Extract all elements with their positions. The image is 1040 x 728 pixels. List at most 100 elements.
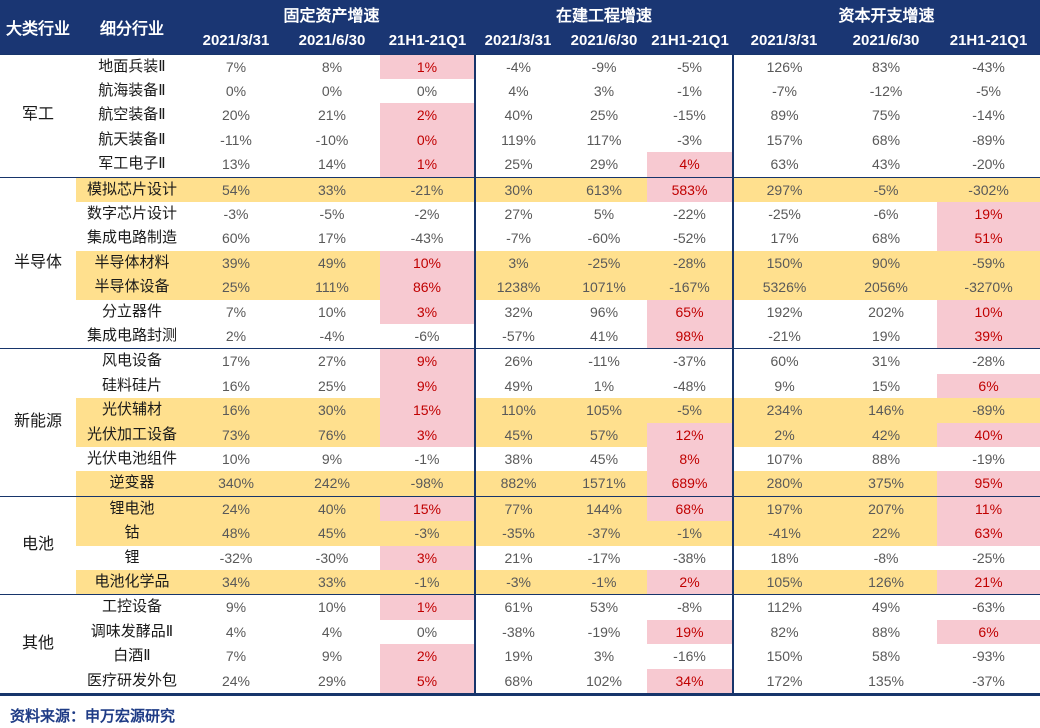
value-cell: 197% — [733, 495, 836, 522]
table-row: 光伏辅材 16% 30% 15% 110% 105% -5% 234% 146% -89% — [0, 398, 1040, 423]
value-cell: -25% — [972, 549, 1005, 566]
col-header-construction-growth: 在建工程增速 — [475, 0, 734, 28]
value-cell: -3% — [475, 570, 562, 595]
subindustry-label: 钴 — [76, 521, 188, 546]
value-cell: -1% — [380, 447, 477, 472]
date-header: 2021/6/30 — [284, 28, 380, 54]
subindustry-label: 数字芯片设计 — [86, 204, 177, 222]
value-cell: 54% — [188, 176, 284, 202]
value-cell: 157% — [766, 131, 803, 148]
value-cell: -3% — [380, 521, 477, 546]
industry-group-label: 军工 — [0, 53, 76, 178]
value-cell: 7% — [225, 648, 247, 665]
value-cell: -28% — [937, 348, 1040, 374]
value-cell: 15% — [872, 377, 901, 394]
value-cell: -6% — [380, 323, 477, 349]
value-cell: 19% — [872, 327, 901, 344]
value-cell: 88% — [872, 623, 901, 640]
value-cell: 613% — [561, 176, 648, 202]
value-cell: 30% — [284, 398, 380, 423]
value-cell: -17% — [587, 549, 621, 566]
value-cell: -43% — [937, 53, 1040, 79]
industry-group-label: 其他 — [0, 594, 76, 695]
value-cell: -38% — [502, 623, 535, 640]
date-header: 2021/3/31 — [475, 28, 562, 54]
value-cell: 88% — [872, 451, 901, 467]
value-cell: 9% — [380, 348, 477, 374]
value-cell: 207% — [835, 495, 938, 522]
value-cell: -302% — [937, 176, 1040, 202]
value-cell: 16% — [221, 377, 251, 394]
value-cell: 34% — [188, 570, 284, 595]
value-cell: 2% — [380, 103, 477, 128]
value-cell: 19% — [504, 648, 533, 665]
value-cell: 10% — [937, 299, 1040, 324]
value-cell: -4% — [319, 327, 345, 344]
value-cell: -57% — [502, 327, 535, 344]
value-cell: 3% — [593, 648, 615, 665]
value-cell: 135% — [868, 672, 904, 689]
value-cell: 38% — [504, 451, 533, 467]
value-cell: 86% — [380, 275, 477, 300]
subindustry-label: 军工电子Ⅱ — [98, 155, 166, 173]
value-cell: 9% — [380, 373, 477, 399]
value-cell: 17% — [317, 230, 347, 247]
value-cell: 6% — [937, 619, 1040, 645]
value-cell: 105% — [561, 398, 648, 423]
value-cell: 89% — [770, 107, 799, 124]
value-cell: 9% — [321, 648, 343, 665]
value-cell: 107% — [766, 451, 803, 467]
value-cell: 19% — [647, 619, 735, 645]
subindustry-label: 风电设备 — [76, 348, 188, 374]
table-row: 电池化学品 34% 33% -1% -3% -1% 2% 105% 126% 21% — [0, 570, 1040, 595]
table-row: 调味发酵品Ⅱ 4% 4% 0% -38% -19% 19% 82% 88% 6% — [0, 619, 1040, 645]
table-row: 半导体材料 39% 49% 10% 3% -25% -28% 150% 90% -59% — [0, 250, 1040, 276]
value-cell: 51% — [937, 226, 1040, 251]
value-cell: 2% — [647, 570, 735, 595]
table-row: 其他 工控设备 9% 10% 1% 61% 53% -8% 112% 49% -63% — [0, 594, 1040, 695]
value-cell: 102% — [586, 672, 622, 689]
industry-growth-table: 大类行业 细分行业 固定资产增速 在建工程增速 资本开支增速 2021/3/31… — [0, 0, 1040, 697]
value-cell: -48% — [647, 373, 735, 399]
value-cell: 26% — [475, 348, 562, 374]
value-cell: 3% — [380, 545, 477, 571]
value-cell: -7% — [506, 230, 531, 247]
table-row: 集成电路制造 60% 17% -43% -7% -60% -52% 17% 68% 51% — [0, 226, 1040, 251]
value-cell: -89% — [972, 131, 1005, 148]
value-cell: 60% — [733, 348, 836, 374]
value-cell: -37% — [972, 672, 1005, 689]
value-cell: -6% — [873, 205, 899, 222]
date-header: 21H1-21Q1 — [380, 28, 476, 54]
value-cell: 39% — [937, 323, 1040, 349]
subindustry-label: 硅料硅片 — [101, 376, 162, 394]
value-cell: 45% — [475, 422, 562, 447]
subindustry-label: 集成电路封测 — [86, 326, 177, 344]
value-cell: 1% — [380, 594, 477, 620]
value-cell: -21% — [380, 176, 477, 202]
value-cell: 25% — [188, 275, 284, 300]
value-cell: 49% — [835, 594, 938, 620]
value-cell: -1% — [647, 521, 735, 546]
subindustry-label: 锂电池 — [76, 495, 188, 522]
value-cell: 14% — [317, 156, 347, 173]
subindustry-label: 集成电路制造 — [86, 229, 177, 247]
subindustry-label: 白酒Ⅱ — [113, 647, 151, 665]
value-cell: 29% — [317, 672, 347, 689]
value-cell: -20% — [972, 156, 1005, 173]
value-cell: -8% — [647, 594, 735, 620]
subindustry-label: 航海装备Ⅱ — [98, 81, 166, 99]
value-cell: 21% — [504, 549, 533, 566]
value-cell: 63% — [770, 156, 799, 173]
table-row: 航空装备Ⅱ 20% 21% 2% 40% 25% -15% 89% 75% -14% — [0, 103, 1040, 128]
subindustry-label: 逆变器 — [76, 471, 188, 497]
header-row-metric-groups: 大类行业 细分行业 固定资产增速 在建工程增速 资本开支增速 — [0, 0, 1040, 54]
table-row: 数字芯片设计 -3% -5% -2% 27% 5% -22% -25% -6% 19% — [0, 201, 1040, 227]
subindustry-label: 锂 — [124, 548, 140, 566]
value-cell: -15% — [647, 103, 735, 128]
value-cell: -43% — [380, 226, 477, 251]
table-row: 半导体设备 25% 111% 86% 1238% 1071% -167% 5326% 2056%… — [0, 275, 1040, 300]
value-cell: 0% — [321, 82, 343, 99]
value-cell: 83% — [835, 53, 938, 79]
value-cell: 0% — [380, 127, 477, 153]
date-header: 21H1-21Q1 — [647, 28, 734, 54]
